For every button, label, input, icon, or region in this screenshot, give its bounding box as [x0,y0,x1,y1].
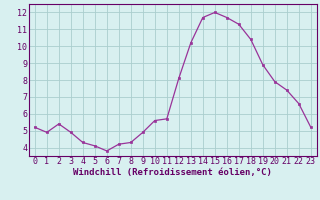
X-axis label: Windchill (Refroidissement éolien,°C): Windchill (Refroidissement éolien,°C) [73,168,272,177]
